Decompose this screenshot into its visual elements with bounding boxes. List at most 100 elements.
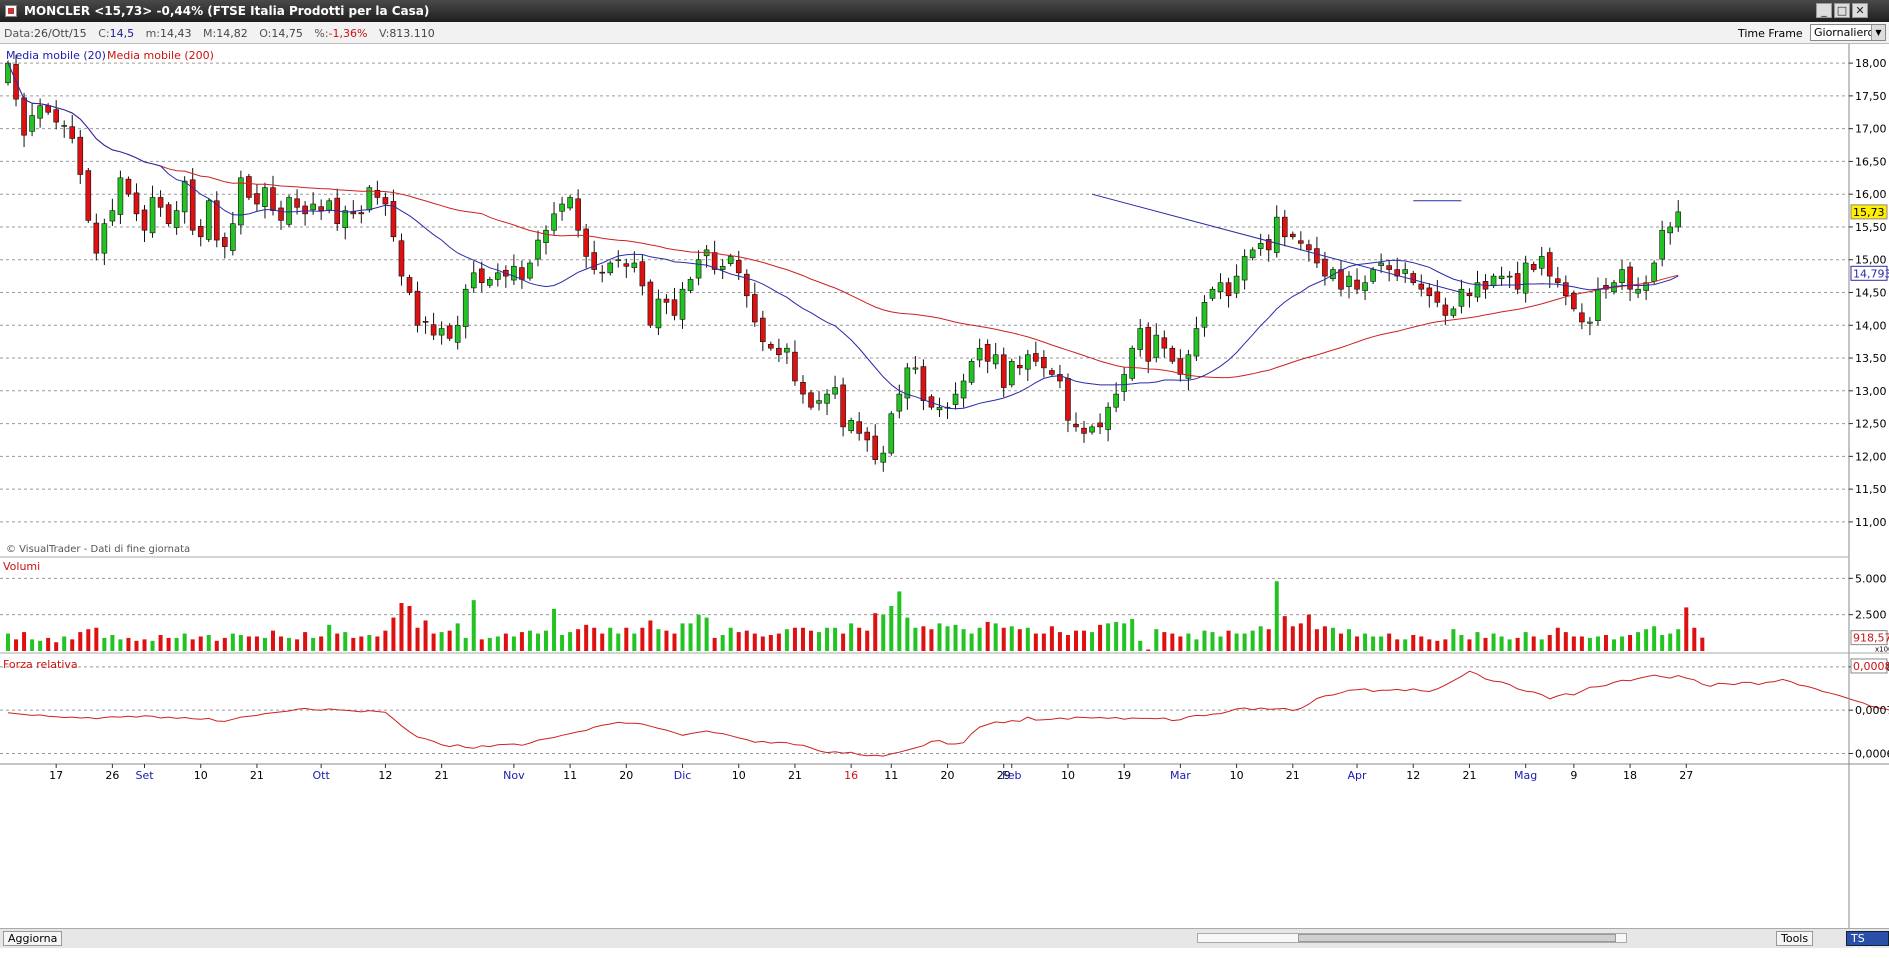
volume-bar (1660, 635, 1665, 651)
volume-bar (1363, 633, 1368, 651)
timeframe-value: Giornaliero (1814, 26, 1875, 39)
volume-bar (857, 627, 862, 651)
volume-bar (953, 624, 958, 651)
candle (358, 212, 365, 215)
candle (149, 197, 156, 234)
x-tick-label: 20 (941, 769, 955, 782)
candle (992, 354, 999, 365)
ma20-line (7, 62, 1679, 410)
info-open: 14,75 (271, 27, 303, 40)
candle (1016, 364, 1023, 369)
volume-bar (14, 639, 19, 651)
scrollbar-thumb[interactable] (1298, 934, 1616, 942)
ma200-line (7, 62, 1679, 379)
candle (824, 393, 830, 404)
volume-bar (1587, 637, 1592, 651)
close-button[interactable]: ✕ (1852, 3, 1868, 18)
candle (1514, 273, 1521, 290)
x-tick-label: 10 (732, 769, 746, 782)
volume-bar (487, 637, 492, 651)
candle (302, 205, 308, 215)
candle (559, 203, 565, 212)
volume-bar (1507, 639, 1512, 651)
volume-bar (1579, 636, 1584, 651)
price-tick-label: 16,00 (1855, 188, 1887, 201)
volume-bar (1571, 636, 1576, 651)
candle (390, 201, 397, 238)
x-tick-label: 21 (788, 769, 802, 782)
candle (1169, 347, 1176, 362)
volume-bar (126, 637, 131, 651)
candle (1651, 262, 1657, 282)
minimize-button[interactable]: _ (1816, 3, 1832, 18)
maximize-button[interactable]: □ (1834, 3, 1850, 18)
candle (1442, 304, 1449, 316)
candle (1201, 302, 1208, 328)
candle (912, 367, 919, 370)
ohlc-readout: Data:26/Ott/15 C:14,5 m:14,43 M:14,82 O:… (4, 27, 435, 40)
candle (1033, 353, 1039, 362)
volume-bar (993, 623, 998, 651)
x-tick-label: 16 (844, 769, 858, 782)
volume-bar (503, 633, 508, 651)
horizontal-scrollbar[interactable] (1197, 933, 1627, 943)
candle (189, 179, 196, 231)
volume-bar (1057, 632, 1062, 651)
volume-bar (270, 630, 275, 651)
candle (486, 279, 493, 286)
volume-bar (592, 627, 597, 651)
x-tick-label: 18 (1623, 769, 1637, 782)
info-date: 26/Ott/15 (33, 27, 87, 40)
volume-bar (70, 639, 75, 651)
candle (1306, 244, 1312, 251)
volume-bar (712, 637, 717, 651)
volume-bar (463, 637, 468, 651)
candle (1563, 282, 1569, 297)
x-tick-label: 20 (619, 769, 633, 782)
volume-bar (897, 591, 902, 651)
volume-bar (1162, 632, 1167, 651)
title-bar: MONCLER <15,73> -0,44% (FTSE Italia Prod… (0, 0, 1889, 22)
volume-bar (262, 637, 267, 651)
volume-bar (367, 635, 372, 651)
volume-bar (1274, 581, 1279, 651)
candle (1265, 239, 1272, 251)
candle (743, 273, 750, 297)
volume-bar (680, 623, 685, 651)
candle (1057, 374, 1063, 382)
price-tick-label: 15,50 (1855, 221, 1887, 234)
volume-bar (1234, 633, 1239, 651)
volume-bar (969, 633, 974, 651)
rs-last-label: 0,0008 (1853, 660, 1889, 673)
candle (687, 279, 694, 291)
update-button[interactable]: Aggiorna (3, 931, 63, 946)
volume-bar (190, 639, 195, 651)
volume-bar (1338, 633, 1343, 651)
candle (864, 431, 871, 441)
chevron-down-icon[interactable]: ▼ (1871, 25, 1885, 40)
volume-bar (1194, 639, 1199, 651)
volume-bar (1467, 639, 1472, 651)
volume-bar (825, 627, 830, 651)
volume-bar (1419, 636, 1424, 651)
volume-bar (319, 636, 324, 651)
timeframe-select[interactable]: Giornaliero ▼ (1810, 24, 1886, 41)
ts-off-button[interactable]: TS OFF (1846, 931, 1889, 958)
volume-bar (752, 633, 757, 651)
volume-bar (1628, 635, 1633, 651)
volume-bar (552, 608, 557, 651)
x-tick-label: 21 (435, 769, 449, 782)
volume-bar (86, 629, 91, 651)
candle (519, 267, 525, 280)
tools-button[interactable]: Tools (1776, 931, 1814, 946)
candle (671, 299, 678, 316)
candle (406, 277, 413, 293)
volume-bar (471, 600, 476, 651)
candle (511, 265, 517, 281)
volume-bar (1258, 626, 1263, 651)
candle (1506, 275, 1513, 278)
candle (567, 197, 573, 209)
x-tick-label: 21 (1286, 769, 1300, 782)
chart-area[interactable]: 18,00 17,50 17,00 16,50 16,00 15,50 15,00 14,50… (0, 44, 1889, 928)
volume-bar (222, 637, 227, 651)
